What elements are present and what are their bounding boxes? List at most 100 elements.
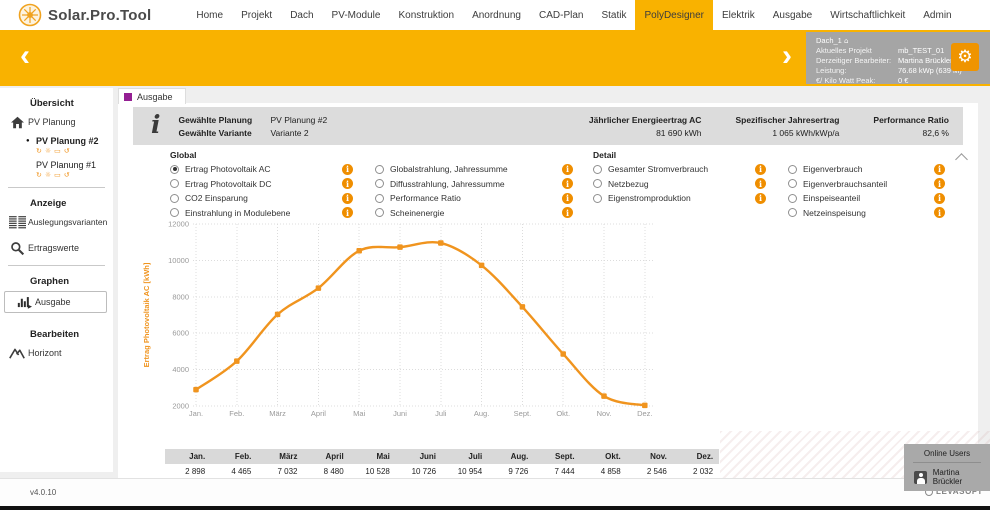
chevron-left-icon[interactable]: ‹ (20, 39, 30, 72)
radio-option-einspeiseanteil[interactable]: Einspeiseanteil i (788, 191, 945, 206)
divider (8, 187, 105, 188)
radio-label: Gesamter Stromverbrauch (608, 164, 709, 175)
nav-item-polydesigner[interactable]: PolyDesigner (635, 0, 713, 30)
detail-options-col2: Eigenverbrauch i Eigenverbrauchsanteil i Ein… (788, 162, 945, 220)
info-icon[interactable]: i (342, 178, 353, 190)
nav-item-konstruktion[interactable]: Konstruktion (398, 9, 455, 21)
plan-item-pv-planung-2[interactable]: ● PV Planung #2 (26, 136, 113, 146)
info-icon[interactable]: i (562, 163, 573, 175)
tab-ausgabe[interactable]: Ausgabe (118, 88, 186, 104)
app-logo[interactable]: Solar.Pro.Tool (18, 3, 151, 27)
info-icon[interactable]: i (934, 178, 945, 190)
monthly-yield-table: Jan. Feb. März April Mai Juni Juli Aug. Sept. Okt… (165, 449, 719, 480)
radio-option-performance-ratio[interactable]: Performance Ratio i (375, 191, 573, 206)
svg-text:März: März (269, 409, 286, 418)
radio-icon (170, 179, 179, 189)
radio-option-gesamter-stromverbrauch[interactable]: Gesamter Stromverbrauch i (593, 162, 766, 177)
radio-option-diffusstrahlung-jahressumme[interactable]: Diffusstrahlung, Jahressumme i (375, 177, 573, 192)
project-banner: ‹ › Dach_1 ⌂ Aktuelles Projekt mb_TEST_01… (0, 30, 990, 86)
sidebar-header-uebersicht: Übersicht (30, 98, 74, 109)
table-header-cell: Sept. (554, 452, 575, 461)
info-icon[interactable]: i (342, 207, 353, 219)
bulb-icon[interactable]: ☼ (44, 147, 52, 155)
table-header-cell: Juli (468, 452, 483, 461)
radio-option-einstrahlung-in-modulebene[interactable]: Einstrahlung in Modulebene i (170, 206, 353, 221)
selected-bullet: ● (26, 138, 30, 144)
nav-item-statik[interactable]: Statik (601, 9, 627, 21)
table-value-cell: 10 528 (365, 467, 390, 476)
svg-text:Aug.: Aug. (474, 409, 489, 418)
nav-item-home[interactable]: Home (196, 9, 224, 21)
radio-label: Netzeinspeisung (803, 207, 866, 218)
nav-item-cad-plan[interactable]: CAD-Plan (539, 9, 584, 21)
radio-label: Eigenverbrauch (803, 164, 863, 175)
radio-option-eigenverbrauch[interactable]: Eigenverbrauch i (788, 162, 945, 177)
metric-spezifischer-jahresertrag: Spezifischer Jahresertrag 1 065 kWh/kWp/a (735, 115, 839, 138)
info-icon[interactable]: i (755, 163, 766, 175)
project-info-row: Leistung: 76.68 kWp (639 M) (816, 66, 990, 76)
nav-item-projekt[interactable]: Projekt (241, 9, 273, 21)
nav-item-dach[interactable]: Dach (290, 9, 314, 21)
plan-label: PV Planung #2 (36, 136, 99, 146)
radio-option-netzbezug[interactable]: Netzbezug i (593, 177, 766, 192)
metric-j-hrlicher-energieertrag-ac: Jährlicher Energieertrag AC 81 690 kWh (589, 115, 702, 138)
info-icon[interactable]: i (342, 163, 353, 175)
info-icon[interactable]: i (934, 192, 945, 204)
collapse-chevron-icon[interactable] (955, 153, 968, 166)
radio-option-netzeinspeisung[interactable]: Netzeinspeisung i (788, 206, 945, 221)
refresh-icon[interactable]: ↻ (36, 147, 42, 155)
undo-icon[interactable]: ↺ (63, 171, 70, 179)
sidebar-item-horizont[interactable]: Horizont (0, 344, 113, 362)
nav-item-anordnung[interactable]: Anordnung (472, 9, 521, 21)
radio-icon (788, 164, 797, 174)
info-icon[interactable]: i (562, 178, 573, 190)
plan-item-pv-planung-1[interactable]: PV Planung #1 (26, 160, 113, 170)
radio-icon (375, 193, 384, 203)
svg-text:Juli: Juli (435, 409, 447, 418)
sidebar-item-ausgabe-selected[interactable]: Ausgabe (4, 291, 107, 313)
radio-option-ertrag-photovoltaik-dc[interactable]: Ertrag Photovoltaik DC i (170, 177, 353, 192)
nav-item-ausgabe[interactable]: Ausgabe (772, 9, 813, 21)
nav-item-admin[interactable]: Admin (923, 9, 952, 21)
info-icon[interactable]: i (562, 207, 573, 219)
nav-item-elektrik[interactable]: Elektrik (721, 9, 755, 21)
display-icon[interactable]: ▭ (54, 147, 61, 155)
radio-option-eigenverbrauchsanteil[interactable]: Eigenverbrauchsanteil i (788, 177, 945, 192)
table-header-cell: Dez. (696, 452, 714, 461)
sidebar-item-ertragswerte[interactable]: Ertragswerte (0, 239, 113, 257)
radio-option-scheinenergie[interactable]: Scheinenergie i (375, 206, 573, 221)
radio-label: Diffusstrahlung, Jahressumme (390, 178, 505, 189)
table-value-cell: 9 726 (508, 467, 529, 476)
nav-item-wirtschaftlichkeit[interactable]: Wirtschaftlichkeit (830, 9, 906, 21)
nav-item-pv-module[interactable]: PV-Module (331, 9, 381, 21)
plan-list: ● PV Planung #2 ↻ ☼ ▭ ↺ PV Planung #1 ↻ ☼ ▭ ↺ (0, 136, 113, 179)
svg-text:Dez.: Dez. (637, 409, 652, 418)
info-icon[interactable]: i (562, 192, 573, 204)
radio-option-co2-einsparung[interactable]: CO2 Einsparung i (170, 191, 353, 206)
sidebar-item-auslegungsvarianten[interactable]: Auslegungsvarianten (0, 213, 113, 231)
radio-option-globalstrahlung-jahressumme[interactable]: Globalstrahlung, Jahressumme i (375, 162, 573, 177)
radio-label: Einspeiseanteil (803, 193, 861, 204)
radio-option-eigenstromproduktion[interactable]: Eigenstromproduktion i (593, 191, 766, 206)
chevron-right-icon[interactable]: › (782, 39, 792, 72)
sidebar-item-pv-planung[interactable]: PV Planung (0, 113, 113, 131)
table-header-cell: Okt. (605, 452, 621, 461)
radio-icon (170, 208, 179, 218)
refresh-icon[interactable]: ↻ (36, 171, 42, 179)
bulb-icon[interactable]: ☼ (44, 171, 52, 179)
table-header-cell: Juni (419, 452, 437, 461)
info-icon[interactable]: i (934, 207, 945, 219)
info-icon[interactable]: i (755, 178, 766, 190)
info-icon[interactable]: i (934, 163, 945, 175)
svg-text:April: April (311, 409, 326, 418)
display-icon[interactable]: ▭ (54, 171, 61, 179)
info-icon[interactable]: i (342, 192, 353, 204)
undo-icon[interactable]: ↺ (63, 147, 70, 155)
online-user-row[interactable]: Martina Brückler (914, 468, 990, 486)
info-icon[interactable]: i (755, 192, 766, 204)
radio-option-ertrag-photovoltaik-ac[interactable]: Ertrag Photovoltaik AC i (170, 162, 353, 177)
table-header-cell: Nov. (650, 452, 667, 461)
detail-options-col1: Gesamter Stromverbrauch i Netzbezug i Eigens… (593, 162, 766, 206)
settings-button[interactable]: ⚙ (951, 43, 979, 71)
